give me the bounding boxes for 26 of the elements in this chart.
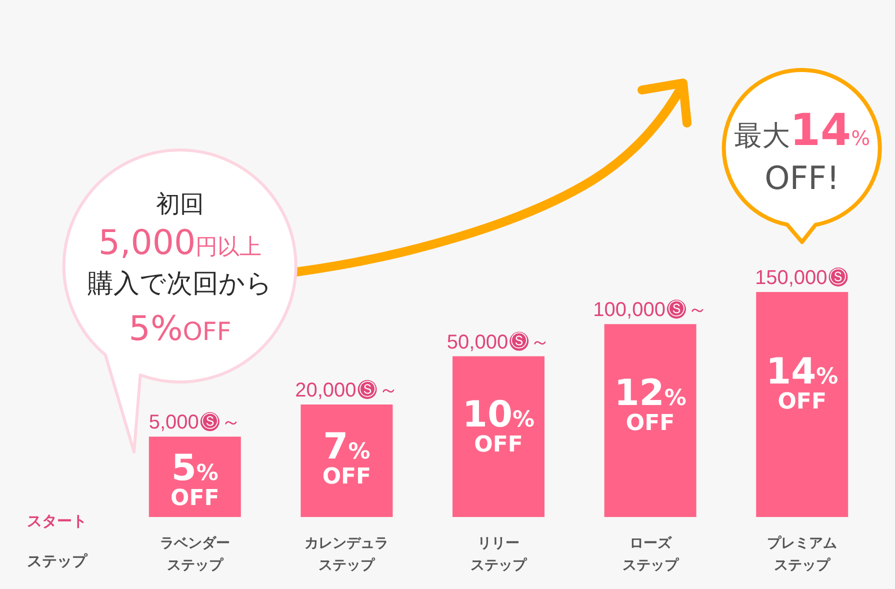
text: 最大14% OFF! [734,105,870,197]
annotation: 5%OFF [128,309,232,349]
x-tick-label: ローズステップ [622,536,680,574]
annotation: 50,000Ⓢ～ [446,331,550,354]
text: スタート [27,512,87,530]
x-tick-label: ラベンダーステップ [160,536,230,574]
annotation: 購入で次回から [88,269,272,299]
bar [756,292,848,518]
x-tick-label: リリーステップ [470,536,528,574]
data-label: 10% OFF [462,394,535,458]
x-axis-title: ステップ [27,551,87,571]
text: 5,000円以上 [98,223,262,263]
data-label: 7% OFF [322,426,372,490]
annotation: 150,000Ⓢ [754,267,847,289]
text: 初回 [156,190,204,218]
annotation: 5,000Ⓢ～ [148,412,241,434]
x-tick-label: プレミアムステップ [767,534,838,574]
annotation: 100,000Ⓢ～ [593,299,708,322]
data-label: 14% OFF [766,351,838,414]
bar [300,404,393,518]
bar [452,356,544,518]
x-tick-label: カレンデュラステップ [304,536,389,574]
bar [604,324,696,518]
annotation: 20,000Ⓢ～ [295,380,398,402]
data-label: 5% OFF [170,448,220,512]
data-label: 12% OFF [614,372,686,436]
